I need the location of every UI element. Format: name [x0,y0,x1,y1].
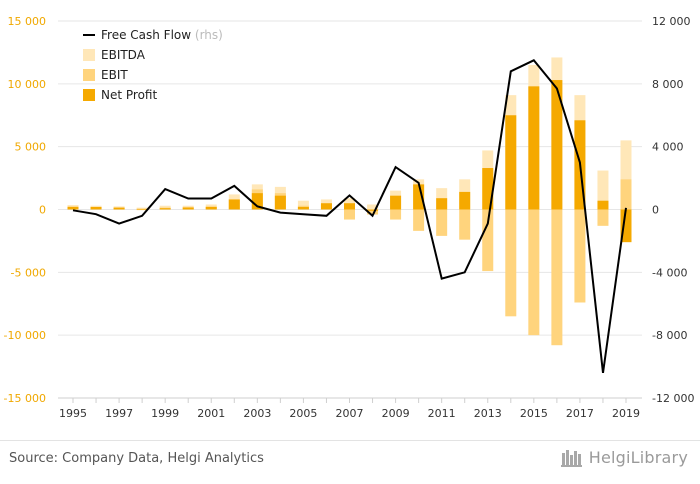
bar-net-profit [136,208,148,210]
bar-ebitda [136,207,148,210]
bar-net-profit [620,209,632,243]
bar-net-profit [90,206,102,210]
bar-ebit [413,209,425,231]
bar-ebit [574,209,586,303]
y-right-tick-label: 12 000 [652,15,691,28]
brand-name: HelgiLibrary [588,447,688,467]
bar-ebit [390,209,402,220]
y-left-tick-label: 10 000 [8,78,47,91]
bar-net-profit [251,193,263,210]
y-right-tick-label: 8 000 [652,78,684,91]
x-tick-label: 2005 [289,407,317,420]
bar-ebit [528,209,540,336]
bar-ebit [344,209,355,220]
x-tick-label: 2011 [428,407,456,420]
bar-net-profit [390,195,402,210]
library-icon [560,450,582,467]
y-left-tick-label: -5 000 [11,266,46,279]
y-left-tick-label: 0 [39,204,46,217]
bar-net-profit [320,203,332,210]
x-tick-label: 2019 [612,407,640,420]
bar-net-profit [367,209,379,211]
bar-ebit [620,179,632,210]
x-tick-label: 2009 [382,407,410,420]
bar-net-profit [459,191,471,210]
source-note: Source: Company Data, Helgi Analytics [9,451,264,466]
bar-net-profit [344,203,355,210]
bar-net-profit [297,206,309,210]
bar-net-profit [274,195,286,210]
footer: Source: Company Data, Helgi Analytics He… [0,440,700,484]
bar-ebit [482,209,494,272]
bar-net-profit [482,168,494,210]
x-tick-label: 2017 [566,407,594,420]
fcf-line [72,59,627,374]
x-tick-label: 2007 [336,407,364,420]
y-right-tick-label: -4 000 [652,266,687,279]
bar-net-profit [113,207,125,210]
legend: Free Cash Flow (rhs) EBITDA EBIT Net Profit [83,28,223,102]
bar-ebit [436,209,448,236]
x-tick-label: 2001 [197,407,225,420]
brand-logo: HelgiLibrary [560,447,688,467]
bar-net-profit [67,206,79,210]
fcf-line-group [72,59,627,374]
bar-ebitda [367,204,379,210]
bar-ebit [551,209,563,346]
x-tick-label: 2013 [474,407,502,420]
x-tick-label: 1999 [151,407,179,420]
legend-swatch [83,89,95,101]
axes: -15 000 -10 000 -5 000 0 5 000 10 000 15 000 -1… [4,15,695,420]
bar-net-profit [205,206,217,210]
bar-net-profit [528,86,540,210]
legend-swatch [83,49,95,61]
bar-net-profit [551,80,563,210]
bar-ebit [597,209,609,226]
grid [58,20,642,399]
legend-swatch [83,69,95,81]
chart: -15 000 -10 000 -5 000 0 5 000 10 000 15 000 -1… [4,15,695,420]
y-right-tick-label: -12 000 [652,392,694,405]
legend-label: Net Profit [101,88,157,102]
bar-ebitda [597,170,609,210]
legend-label: Free Cash Flow (rhs) [101,28,223,42]
bar-ebit [136,209,148,211]
bar-net-profit [182,207,194,210]
bar-ebitda [620,140,632,210]
y-right-tick-label: 0 [652,204,659,217]
y-right-tick-label: 4 000 [652,141,684,154]
bar-ebit [367,209,379,215]
bar-ebit [459,209,471,240]
y-right-tick-label: -8 000 [652,329,687,342]
y-left-tick-label: 15 000 [8,15,47,28]
x-tick-label: 2003 [243,407,271,420]
bars [67,57,632,346]
legend-label: EBIT [101,68,128,82]
bar-net-profit [413,184,425,210]
y-left-tick-label: 5 000 [15,141,47,154]
bar-ebitda [159,205,171,210]
bar-ebit [505,209,517,317]
y-left-tick-label: -15 000 [4,392,46,405]
x-tick-label: 1995 [59,407,87,420]
legend-label: EBITDA [101,48,146,62]
bar-net-profit [228,199,240,210]
legend-rhs-suffix: (rhs) [191,28,223,42]
x-tick-label: 1997 [105,407,133,420]
y-left-tick-label: -10 000 [4,329,46,342]
bar-net-profit [597,200,609,210]
x-tick-label: 2015 [520,407,548,420]
bar-net-profit [505,115,517,210]
bar-net-profit [159,208,171,210]
bar-net-profit [436,198,448,210]
bar-ebitda [297,200,309,210]
